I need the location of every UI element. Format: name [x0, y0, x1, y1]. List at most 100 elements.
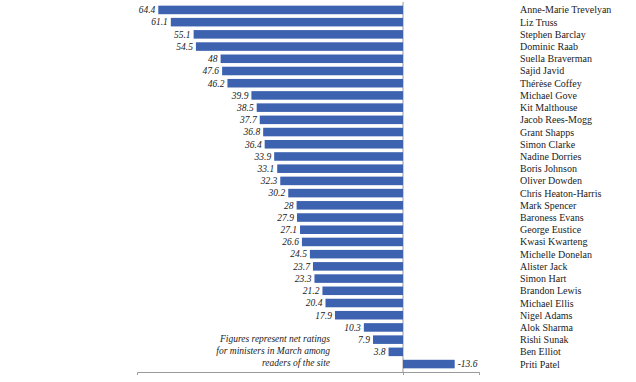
- bar: [302, 238, 403, 247]
- data-label: 20.4: [306, 298, 323, 308]
- category-label: Simon Clarke: [520, 139, 576, 150]
- category-label: Priti Patel: [520, 359, 560, 370]
- data-label: 46.2: [208, 79, 225, 89]
- annotation-line: for ministers in March among: [216, 346, 330, 356]
- data-label: 36.4: [244, 140, 262, 150]
- bar: [251, 91, 403, 100]
- category-label: Boris Johnson: [520, 163, 577, 174]
- category-label: Mark Spencer: [520, 200, 577, 211]
- data-label: 10.3: [344, 323, 361, 333]
- data-label: 26.6: [282, 237, 299, 247]
- category-label: Brandon Lewis: [520, 285, 581, 296]
- category-label: Rishi Sunak: [520, 334, 569, 345]
- data-labels: 64.4 61.1 55.1 54.5 48 47.6 46.2 39.9 38.5 37.7 36…: [139, 5, 478, 369]
- category-label: Anne-Marie Trevelyan: [520, 4, 611, 15]
- category-label: Simon Hart: [520, 273, 567, 284]
- bar: [274, 152, 403, 161]
- bar: [335, 311, 403, 320]
- bar: [300, 225, 403, 234]
- category-label: Jacob Rees-Mogg: [520, 114, 592, 125]
- bar: [227, 79, 403, 88]
- tick: [403, 372, 404, 375]
- bars: [158, 6, 454, 369]
- category-label: Alister Jack: [520, 261, 568, 272]
- bar: [260, 116, 403, 125]
- annotation-line: Figures represent net ratings: [219, 334, 330, 344]
- chart: 64.4 61.1 55.1 54.5 48 47.6 46.2 39.9 38.5 37.7 36…: [0, 0, 636, 382]
- bar: [373, 335, 403, 344]
- annotation: Figures represent net ratings for ministe…: [216, 334, 330, 368]
- bar: [389, 348, 403, 357]
- data-label: 64.4: [139, 5, 156, 15]
- bar: [288, 189, 403, 198]
- category-label: Nigel Adams: [520, 310, 573, 321]
- category-label: Ben Elliot: [520, 346, 561, 357]
- data-label: 36.8: [243, 127, 261, 137]
- category-label: Oliver Dowden: [520, 175, 582, 186]
- category-label: Nadine Dorries: [520, 151, 581, 162]
- data-label: 47.6: [202, 66, 219, 76]
- category-label: Chris Heaton-Harris: [520, 188, 601, 199]
- data-label: 7.9: [358, 335, 370, 345]
- data-label: 55.1: [174, 30, 191, 40]
- bar: [322, 287, 403, 296]
- bar: [196, 42, 403, 51]
- axis-line: [138, 373, 480, 376]
- data-label: 3.8: [373, 347, 386, 357]
- category-label: Liz Truss: [520, 17, 558, 28]
- annotation-line: readers of the site: [262, 358, 330, 368]
- data-label: 27.1: [280, 225, 297, 235]
- bar: [277, 164, 403, 173]
- bar: [364, 323, 403, 332]
- data-label: 38.5: [236, 103, 254, 113]
- category-label: Sajid Javid: [520, 65, 564, 76]
- bar: [297, 201, 403, 210]
- category-label: Michelle Donelan: [520, 249, 592, 260]
- category-label: Stephen Barclay: [520, 29, 586, 40]
- data-label: 30.2: [268, 188, 286, 198]
- bar: [221, 55, 403, 64]
- category-label: Dominic Raab: [520, 41, 578, 52]
- bar: [263, 128, 403, 137]
- category-label: Alok Sharma: [520, 322, 574, 333]
- bar: [265, 140, 403, 149]
- category-label: Michael Gove: [520, 90, 577, 101]
- data-label: 37.7: [239, 115, 258, 125]
- data-label: 48: [208, 54, 218, 64]
- category-labels: Anne-Marie Trevelyan Liz TrussStephen Bar…: [520, 4, 611, 369]
- category-label: Michael Ellis: [520, 298, 574, 309]
- data-label: 33.1: [257, 164, 275, 174]
- bar: [314, 274, 403, 283]
- data-label: 24.5: [290, 249, 307, 259]
- bar: [280, 177, 403, 186]
- data-label: 28: [284, 201, 294, 211]
- data-label: 32.3: [260, 176, 278, 186]
- data-label: 23.7: [293, 262, 311, 272]
- bar: [325, 299, 403, 308]
- category-label: Suella Braverman: [520, 53, 592, 64]
- data-label: 61.1: [151, 17, 168, 27]
- data-label: 33.9: [254, 152, 272, 162]
- bar: [257, 103, 403, 112]
- data-label: -13.6: [458, 359, 478, 369]
- data-label: 21.2: [303, 286, 320, 296]
- bar: [310, 250, 403, 259]
- category-label: Kwasi Kwarteng: [520, 236, 587, 247]
- data-label: 17.9: [315, 311, 332, 321]
- category-label: George Eustice: [520, 224, 582, 235]
- data-label: 54.5: [176, 42, 193, 52]
- data-label: 23.3: [295, 274, 312, 284]
- category-label: Thérèse Coffey: [520, 78, 582, 89]
- category-label: Baroness Evans: [520, 212, 584, 223]
- bar: [297, 213, 403, 222]
- category-label: Kit Malthouse: [520, 102, 578, 113]
- bar: [222, 67, 403, 76]
- bar: [403, 360, 455, 369]
- tick-mark: [403, 372, 404, 375]
- bar: [194, 30, 403, 39]
- bar: [158, 6, 403, 15]
- category-label: Grant Shapps: [520, 127, 574, 138]
- data-label: 39.9: [231, 91, 249, 101]
- bar: [313, 262, 403, 271]
- data-label: 27.9: [277, 213, 294, 223]
